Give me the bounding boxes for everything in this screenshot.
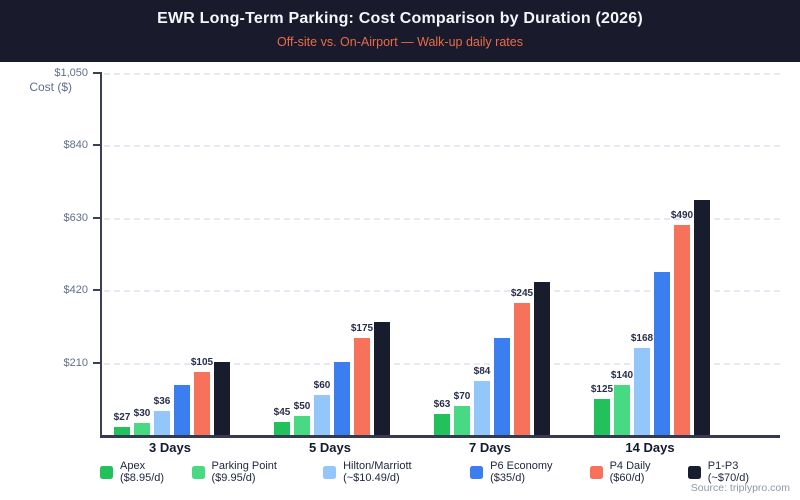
y-tick-label: $630 bbox=[63, 211, 88, 224]
bar-p1-p3-14-days bbox=[694, 200, 710, 435]
bar-value-label: $105 bbox=[190, 357, 214, 368]
y-axis-tick-mark bbox=[93, 72, 102, 74]
bar-group-5-days: $45 $50 $60 $175 bbox=[274, 73, 390, 435]
bar-p1-p3-5-days bbox=[374, 322, 390, 435]
y-tick-label: $210 bbox=[63, 356, 88, 369]
bar-p1-p3-7-days bbox=[534, 282, 550, 435]
bar-apex-5-days: $45 bbox=[274, 407, 290, 435]
legend-swatch bbox=[100, 465, 113, 479]
bar-hilton-marriott-7-days: $84 bbox=[474, 366, 490, 435]
bar-hilton-marriott-5-days: $60 bbox=[314, 380, 330, 435]
bar-p6-economy-14-days bbox=[654, 272, 670, 435]
bar-value-label: $175 bbox=[350, 323, 374, 334]
bar-p4-daily-3-days: $105 bbox=[191, 357, 213, 435]
chart-subtitle: Off-site vs. On-Airport — Walk-up daily … bbox=[277, 35, 523, 49]
legend-label: P6 Economy ($35/d) bbox=[490, 460, 553, 484]
legend-item-p6-economy: P6 Economy ($35/d) bbox=[470, 460, 589, 484]
bar-p4-daily-7-days: $245 bbox=[511, 288, 533, 435]
bar-value-label: $490 bbox=[670, 210, 694, 221]
bar-value-label: $70 bbox=[453, 391, 471, 402]
x-category-label-14-days: 14 Days bbox=[625, 440, 675, 455]
bar-p6-economy-3-days bbox=[174, 385, 190, 435]
bar-parking-point-5-days: $50 bbox=[294, 401, 310, 435]
legend-swatch bbox=[323, 465, 337, 479]
bar-group-14-days: $125 $140 $168 $490 bbox=[591, 73, 710, 435]
bar-apex-3-days: $27 bbox=[114, 412, 130, 435]
bar-p4-daily-14-days: $490 bbox=[671, 210, 693, 435]
y-axis-tick-mark bbox=[93, 216, 102, 219]
legend-item-p4-daily: P4 Daily ($60/d) bbox=[589, 460, 688, 484]
y-axis-tick-labels: $1,050 $840 $630 $420 $210 bbox=[0, 0, 88, 500]
bar-value-label: $140 bbox=[610, 370, 634, 381]
x-category-label-7-days: 7 Days bbox=[469, 440, 511, 455]
bar-parking-point-7-days: $70 bbox=[454, 391, 470, 435]
bar-group-3-days: $27 $30 $36 $105 bbox=[114, 73, 230, 435]
bar-value-label: $84 bbox=[473, 366, 491, 377]
bar-value-label: $168 bbox=[630, 333, 654, 344]
bar-value-label: $60 bbox=[313, 380, 331, 391]
legend: Apex ($8.95/d) Parking Point ($9.95/d) Hil… bbox=[100, 460, 782, 484]
legend-swatch bbox=[589, 465, 603, 479]
y-axis-tick-mark bbox=[93, 361, 102, 364]
gridline-840 bbox=[104, 145, 780, 148]
bar-p6-economy-5-days bbox=[334, 362, 350, 435]
bar-apex-7-days: $63 bbox=[434, 399, 450, 435]
bar-p1-p3-3-days bbox=[214, 362, 230, 435]
legend-swatch bbox=[470, 465, 484, 479]
y-axis-tick-mark bbox=[93, 289, 102, 292]
chart-header: EWR Long-Term Parking: Cost Comparison b… bbox=[0, 0, 800, 62]
legend-label: P4 Daily ($60/d) bbox=[609, 460, 651, 484]
y-tick-label: $840 bbox=[63, 139, 88, 152]
bar-p4-daily-5-days: $175 bbox=[351, 323, 373, 435]
bar-value-label: $63 bbox=[433, 399, 451, 410]
bar-value-label: $125 bbox=[590, 384, 614, 395]
legend-label: Parking Point ($9.95/d) bbox=[211, 460, 277, 484]
legend-label: Apex ($8.95/d) bbox=[120, 460, 165, 484]
gridline-210 bbox=[104, 362, 780, 365]
legend-item-apex: Apex ($8.95/d) bbox=[100, 460, 192, 484]
bar-value-label: $50 bbox=[293, 401, 311, 412]
gridline-420 bbox=[104, 290, 780, 293]
source-credit: Source: triplypro.com bbox=[690, 482, 790, 494]
chart-title: EWR Long-Term Parking: Cost Comparison b… bbox=[157, 10, 643, 27]
y-axis-tick-mark bbox=[93, 144, 102, 147]
legend-swatch bbox=[687, 465, 701, 479]
legend-item-hilton-marriott: Hilton/Marriott (~$10.49/d) bbox=[323, 460, 470, 484]
x-category-label-3-days: 3 Days bbox=[149, 440, 191, 455]
bar-parking-point-3-days: $30 bbox=[134, 408, 150, 435]
bar-hilton-marriott-3-days: $36 bbox=[154, 396, 170, 435]
legend-item-p1-p3: P1-P3 (~$70/d) bbox=[687, 460, 782, 484]
legend-label: P1-P3 (~$70/d) bbox=[707, 460, 750, 484]
bar-hilton-marriott-14-days: $168 bbox=[631, 333, 653, 435]
y-tick-label: $1,050 bbox=[54, 67, 88, 79]
bar-p6-economy-7-days bbox=[494, 338, 510, 435]
bar-value-label: $30 bbox=[133, 408, 151, 419]
bar-group-7-days: $63 $70 $84 $245 bbox=[434, 73, 550, 435]
bar-value-label: $36 bbox=[153, 396, 171, 407]
plot-area: $27 $30 $36 $105 $45 $50 $60 $175 $63 $70 $84 $245 $… bbox=[93, 72, 780, 438]
bar-value-label: $27 bbox=[113, 412, 131, 423]
bar-parking-point-14-days: $140 bbox=[611, 370, 633, 435]
bar-value-label: $45 bbox=[273, 407, 291, 418]
x-category-label-5-days: 5 Days bbox=[309, 440, 351, 455]
gridline-630 bbox=[104, 217, 780, 220]
legend-swatch bbox=[191, 465, 205, 479]
legend-label: Hilton/Marriott (~$10.49/d) bbox=[343, 460, 412, 484]
bar-value-label: $245 bbox=[510, 288, 534, 299]
y-tick-label: $420 bbox=[63, 284, 88, 297]
bar-apex-14-days: $125 bbox=[591, 384, 613, 435]
gridline-1050 bbox=[104, 73, 780, 75]
legend-item-parking-point: Parking Point ($9.95/d) bbox=[191, 460, 324, 484]
y-axis-label: Cost ($) bbox=[29, 80, 72, 94]
